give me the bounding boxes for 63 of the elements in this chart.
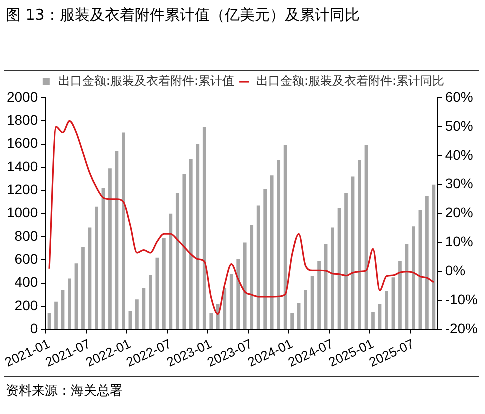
bar [412, 226, 416, 330]
bar [358, 160, 362, 330]
bar [54, 302, 58, 330]
y-tick-label: 200 [14, 297, 38, 314]
bar [108, 168, 112, 330]
bar [182, 174, 186, 330]
bar [264, 190, 268, 330]
bar [304, 290, 308, 330]
chart-title: 图 13：服装及衣着附件累计值（亿美元）及累计同比 [5, 5, 361, 26]
bar [156, 258, 160, 330]
bar [176, 192, 180, 330]
bar [256, 206, 260, 330]
bar [136, 300, 139, 330]
bar [318, 261, 321, 330]
y2-tick-label: 60% [445, 88, 474, 105]
y-tick-label: 1000 [6, 204, 38, 221]
bar [122, 132, 126, 330]
y2-tick-label: 10% [445, 234, 474, 250]
bar [243, 242, 247, 330]
bar [162, 238, 166, 330]
y-tick-label: 600 [14, 251, 38, 268]
bar [385, 291, 388, 330]
legend-label: 出口金额:服装及衣着附件:累计同比 [256, 74, 445, 88]
y2-tick-label: -10% [445, 292, 478, 308]
y-tick-label: 1200 [6, 182, 38, 198]
legend-label: 出口金额:服装及衣着附件:累计值 [58, 74, 235, 88]
y-tick-label: 400 [14, 274, 38, 290]
bar [236, 259, 240, 330]
line-series [48, 120, 435, 316]
y2-tick-label: 50% [445, 118, 474, 134]
y-tick-label: 800 [14, 228, 38, 244]
bar [196, 144, 200, 330]
bar [82, 247, 85, 330]
y2-tick-label: 30% [445, 176, 474, 192]
bar [331, 228, 334, 330]
y2-tick-label: 0% [445, 262, 466, 279]
bar [290, 313, 294, 330]
bar [250, 225, 254, 330]
text: 资料来源：海关总署 [6, 383, 123, 400]
y-tick-label: 2000 [6, 88, 38, 105]
bar [202, 126, 206, 330]
bar [148, 275, 152, 330]
bar [230, 274, 234, 330]
bar [372, 312, 375, 330]
bar [284, 146, 288, 330]
bar [68, 278, 72, 330]
bar [210, 313, 214, 330]
y2-tick-label: 20% [445, 204, 474, 221]
bar [344, 192, 348, 330]
bar [426, 196, 429, 330]
y2-tick-label: 40% [445, 146, 474, 163]
bar [169, 214, 173, 330]
y2-tick-label: -20% [445, 320, 478, 337]
bar [189, 159, 193, 330]
bar [277, 160, 281, 330]
y-tick-label: 0 [30, 320, 38, 337]
y-tick-label: 1800 [6, 112, 38, 128]
y-tick-label: 1600 [6, 135, 38, 152]
bar [223, 288, 227, 330]
bar [398, 261, 402, 330]
bar [95, 206, 98, 330]
y-tick-label: 1400 [6, 158, 38, 174]
bar [270, 176, 274, 330]
